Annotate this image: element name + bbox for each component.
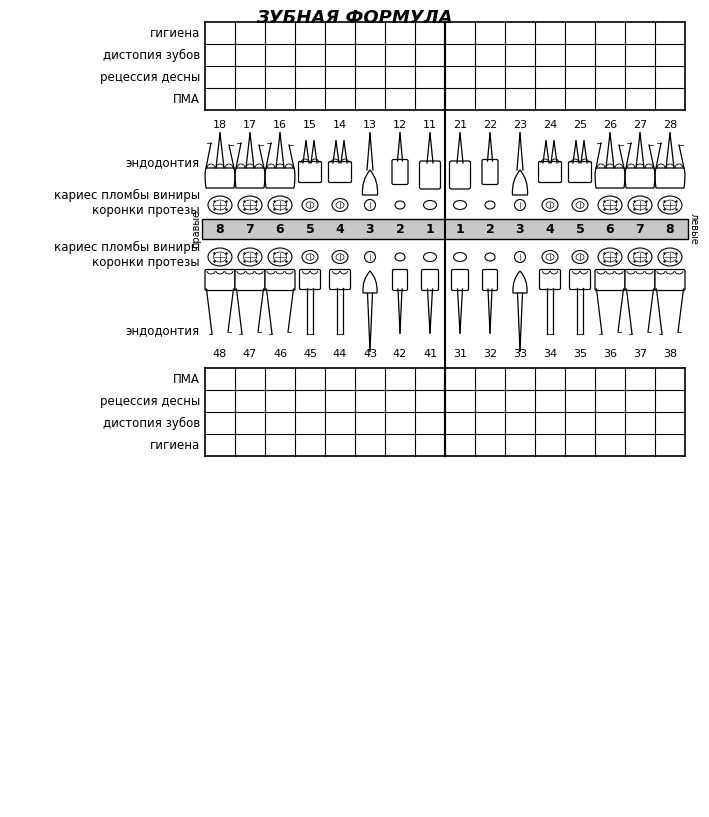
Text: 15: 15	[303, 120, 317, 130]
Text: 31: 31	[453, 349, 467, 359]
Text: 7: 7	[636, 222, 644, 235]
Text: ПМА: ПМА	[173, 373, 200, 386]
Text: 44: 44	[333, 349, 347, 359]
Text: 38: 38	[663, 349, 677, 359]
FancyBboxPatch shape	[421, 270, 438, 291]
Text: 21: 21	[453, 120, 467, 130]
FancyBboxPatch shape	[298, 162, 321, 182]
Text: 24: 24	[543, 120, 557, 130]
Text: 1: 1	[425, 222, 435, 235]
FancyBboxPatch shape	[299, 270, 320, 289]
Text: эндодонтия: эндодонтия	[126, 157, 200, 169]
Text: кариес пломбы виниры
коронки протезы: кариес пломбы виниры коронки протезы	[54, 241, 200, 269]
Text: 43: 43	[363, 349, 377, 359]
Text: левые: левые	[689, 213, 699, 245]
Text: 8: 8	[216, 222, 224, 235]
Text: 35: 35	[573, 349, 587, 359]
FancyBboxPatch shape	[595, 270, 625, 291]
FancyBboxPatch shape	[539, 162, 562, 182]
Text: 3: 3	[515, 222, 525, 235]
Text: 42: 42	[393, 349, 407, 359]
Text: гигиена: гигиена	[150, 439, 200, 452]
Text: 45: 45	[303, 349, 317, 359]
Text: 2: 2	[396, 222, 404, 235]
FancyBboxPatch shape	[482, 159, 498, 185]
Text: 11: 11	[423, 120, 437, 130]
FancyBboxPatch shape	[328, 162, 352, 182]
Text: 18: 18	[213, 120, 227, 130]
Text: 36: 36	[603, 349, 617, 359]
Text: эндодонтия: эндодонтия	[126, 324, 200, 337]
FancyBboxPatch shape	[235, 270, 265, 291]
FancyBboxPatch shape	[330, 270, 350, 289]
Text: 4: 4	[335, 222, 345, 235]
Text: рецессия десны: рецессия десны	[100, 395, 200, 408]
FancyBboxPatch shape	[540, 270, 561, 289]
Text: 41: 41	[423, 349, 437, 359]
Text: рецессия десны: рецессия десны	[100, 70, 200, 83]
Text: 46: 46	[273, 349, 287, 359]
Text: дистопия зубов: дистопия зубов	[103, 48, 200, 61]
FancyBboxPatch shape	[452, 270, 469, 291]
Text: 25: 25	[573, 120, 587, 130]
Text: 13: 13	[363, 120, 377, 130]
Text: 37: 37	[633, 349, 647, 359]
Text: ПМА: ПМА	[173, 92, 200, 105]
Text: 7: 7	[245, 222, 255, 235]
FancyBboxPatch shape	[450, 161, 471, 189]
Text: 6: 6	[276, 222, 284, 235]
Text: 28: 28	[663, 120, 677, 130]
FancyBboxPatch shape	[569, 270, 591, 289]
FancyBboxPatch shape	[392, 159, 408, 185]
FancyBboxPatch shape	[420, 161, 440, 189]
Text: ЗУБНАЯ ФОРМУЛА: ЗУБНАЯ ФОРМУЛА	[256, 9, 452, 27]
Text: 12: 12	[393, 120, 407, 130]
Text: 2: 2	[486, 222, 494, 235]
FancyBboxPatch shape	[205, 270, 235, 291]
FancyBboxPatch shape	[625, 270, 655, 291]
FancyBboxPatch shape	[265, 270, 295, 291]
Text: 32: 32	[483, 349, 497, 359]
Text: 22: 22	[483, 120, 497, 130]
Text: 26: 26	[603, 120, 617, 130]
Text: дистопия зубов: дистопия зубов	[103, 417, 200, 430]
Text: 27: 27	[633, 120, 647, 130]
Text: 16: 16	[273, 120, 287, 130]
FancyBboxPatch shape	[655, 270, 685, 291]
Text: 48: 48	[213, 349, 227, 359]
Text: 17: 17	[243, 120, 257, 130]
Text: 14: 14	[333, 120, 347, 130]
Text: 5: 5	[576, 222, 584, 235]
Text: 3: 3	[366, 222, 374, 235]
Text: 6: 6	[605, 222, 614, 235]
Text: 4: 4	[546, 222, 554, 235]
Text: 5: 5	[306, 222, 314, 235]
FancyBboxPatch shape	[393, 270, 408, 291]
Text: гигиена: гигиена	[150, 26, 200, 39]
Bar	[202, 219, 688, 239]
Text: 8: 8	[666, 222, 674, 235]
Text: 23: 23	[513, 120, 527, 130]
Text: правые: правые	[191, 210, 201, 248]
FancyBboxPatch shape	[483, 270, 498, 291]
FancyBboxPatch shape	[569, 162, 591, 182]
Text: кариес пломбы виниры
коронки протезы: кариес пломбы виниры коронки протезы	[54, 189, 200, 217]
Text: 1: 1	[456, 222, 464, 235]
Text: 34: 34	[543, 349, 557, 359]
Text: 47: 47	[243, 349, 257, 359]
Text: 33: 33	[513, 349, 527, 359]
